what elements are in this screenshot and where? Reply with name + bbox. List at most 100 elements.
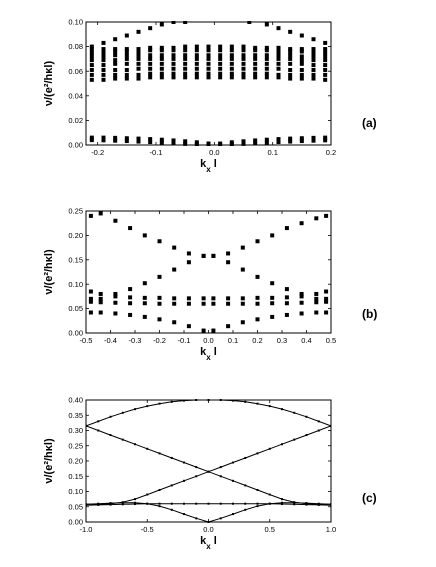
data-point [109, 415, 112, 418]
data-point [206, 71, 211, 76]
data-point [253, 141, 258, 146]
y-tick-label: 0.10 [68, 487, 83, 496]
data-point [157, 317, 162, 322]
data-point [194, 140, 199, 145]
data-point [128, 295, 133, 300]
data-point [206, 61, 211, 66]
x-tick-label: -0.3 [129, 336, 142, 345]
data-point [311, 50, 316, 55]
data-point [101, 47, 106, 52]
data-point [207, 399, 210, 401]
data-point [255, 274, 260, 279]
x-tick-label: 0.2 [326, 148, 336, 157]
data-point [240, 267, 245, 272]
data-point [311, 47, 316, 52]
data-point [324, 289, 329, 294]
data-point [146, 502, 149, 505]
data-point [89, 67, 94, 72]
data-point [113, 53, 118, 58]
data-point [101, 54, 106, 59]
data-point [183, 48, 188, 53]
data-point [171, 141, 176, 146]
data-point [142, 295, 147, 300]
x-tick-label: -1.0 [80, 525, 93, 534]
data-point [281, 498, 283, 501]
data-point [136, 136, 141, 141]
data-point [299, 139, 304, 144]
y-tick-label: 0.20 [68, 231, 83, 240]
data-point [134, 503, 136, 506]
data-point [89, 77, 94, 82]
data-point [229, 56, 234, 61]
data-point [256, 505, 259, 508]
plot-frame [85, 21, 332, 146]
data-point [314, 300, 319, 305]
y-tick-label: 0.15 [68, 472, 83, 481]
data-point [288, 53, 293, 58]
data-point [113, 37, 118, 42]
data-point [305, 503, 308, 506]
data-point [276, 66, 281, 71]
data-point [240, 245, 245, 250]
data-point [148, 66, 153, 71]
data-point [113, 311, 118, 316]
data-point [311, 72, 316, 77]
data-point [159, 71, 164, 76]
data-point [311, 63, 316, 68]
data-point [288, 76, 293, 81]
data-point [229, 66, 234, 71]
data-point [218, 56, 223, 61]
data-point [264, 66, 269, 71]
data-point [124, 136, 129, 141]
data-point [299, 58, 304, 63]
data-point [226, 260, 231, 265]
data-point [88, 289, 93, 294]
data-point [170, 502, 173, 505]
data-point [97, 429, 100, 432]
data-point [195, 466, 198, 469]
data-point [113, 47, 118, 52]
data-point [207, 502, 210, 505]
data-point [136, 66, 141, 71]
data-point [124, 67, 129, 72]
data-point [244, 456, 247, 459]
data-point [206, 56, 211, 61]
data-point [98, 300, 103, 305]
data-point [284, 226, 289, 231]
data-point [159, 66, 164, 71]
x-tick-label: 0.0 [209, 148, 219, 157]
data-point [134, 501, 136, 504]
data-point [244, 484, 247, 487]
x-tick-label: -0.2 [153, 336, 166, 345]
data-point [264, 56, 269, 61]
data-point [157, 239, 162, 244]
data-point [113, 72, 118, 77]
y-tick-label: 0.00 [68, 141, 83, 150]
data-point [136, 49, 141, 54]
data-point [124, 33, 129, 38]
data-point [281, 501, 283, 504]
data-point [256, 502, 259, 505]
data-point [113, 76, 118, 81]
data-point [86, 424, 87, 427]
data-point [299, 33, 304, 38]
data-point [241, 139, 246, 144]
y-axis-label: ν/(e²/hκl) [43, 438, 55, 484]
data-point [136, 61, 141, 66]
data-point [183, 71, 188, 76]
data-point [256, 402, 259, 405]
data-point [159, 137, 164, 142]
data-point [124, 61, 129, 66]
data-point [159, 53, 164, 58]
plot-frame [85, 210, 332, 334]
data-point [183, 479, 185, 482]
data-point [206, 66, 211, 71]
data-point [288, 47, 293, 52]
data-point [136, 76, 141, 81]
y-tick-label: 0.25 [68, 441, 83, 450]
data-point [88, 299, 93, 304]
panel-label: (c) [362, 491, 377, 505]
x-tick-label: 1.0 [326, 525, 336, 534]
data-point [264, 22, 269, 27]
data-point [288, 49, 293, 54]
